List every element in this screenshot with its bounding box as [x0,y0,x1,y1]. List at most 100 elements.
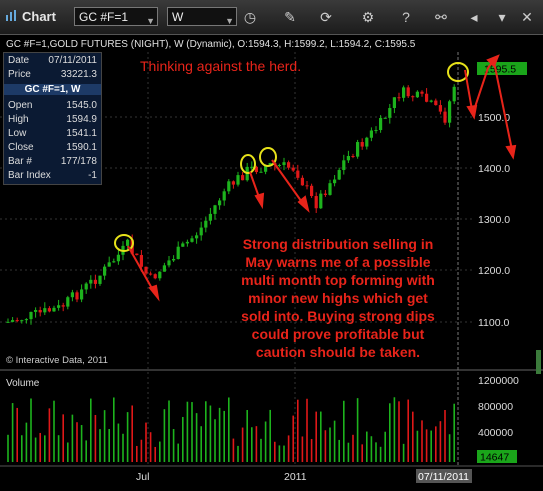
volume-bar [439,421,442,462]
arrow-head [254,192,265,210]
volume-bar [76,422,78,462]
candle-body [70,292,74,298]
volume-bar [90,398,92,462]
volume-bar [356,398,359,462]
candle-body [383,117,387,119]
volume-bar [53,400,55,462]
price-tick-label: 1500.0 [478,112,510,124]
symbol-input[interactable]: GC #F=1 ▼ [74,7,158,26]
candle-body [153,274,157,279]
candle-body [47,308,51,312]
scroll-handle[interactable] [536,350,541,374]
arrow-head [148,284,160,302]
candle-body [319,193,323,209]
candle-body [282,162,286,165]
candle-body [208,213,212,221]
candles-group [6,84,456,325]
down-arrow [271,159,305,206]
candle-body [190,238,194,242]
candle-body [388,108,392,118]
interval-value: W [172,10,184,24]
volume-bar [16,407,18,462]
volume-bar [366,431,368,462]
annotation-line: minor new highs which get [248,290,428,306]
candle-body [305,185,309,187]
candle-body [406,87,410,97]
info-value: 33221.3 [60,69,97,80]
volume-bar [117,423,120,462]
volume-bar [412,411,414,462]
candle-body [218,200,222,206]
info-value: 177/178 [60,156,97,167]
volume-bar [21,435,23,462]
clock-icon[interactable]: ◷ [243,9,257,25]
info-row: Bar # 177/178 [8,156,97,169]
volume-bar [182,416,184,462]
date-tick-label: 07/11/2011 [418,471,469,483]
candle-body [34,310,38,312]
date-axis: Jul 2011 07/11/2011 [136,469,472,483]
volume-bar [103,410,106,462]
volume-bar [228,397,230,462]
down-arrow [493,61,513,151]
close-icon[interactable]: ✕ [521,9,533,25]
info-value: -1 [88,170,97,181]
volume-bar [39,432,41,462]
price-tick-label: 1100.0 [478,317,509,329]
candle-body [84,283,88,290]
help-icon[interactable]: ? [402,9,410,25]
volume-bar [11,403,14,462]
volume-bar [435,426,437,462]
candle-body [61,305,65,307]
volume-bar [241,427,244,462]
annotation-line: could prove profitable but [252,326,425,342]
gear-icon[interactable]: ⚙ [361,9,375,25]
volume-bar [347,442,350,462]
candle-body [429,100,433,102]
candle-body [126,239,130,246]
info-row: Low 1541.1 [8,128,97,141]
volume-bar [94,414,97,462]
volume-bar [25,422,28,462]
refresh-icon[interactable]: ⟳ [320,9,332,25]
info-row: Bar Index -1 [8,170,97,183]
pencil-icon[interactable]: ✎ [284,9,296,25]
chevron-down-icon[interactable]: ▼ [146,16,155,26]
date-highlight [416,469,472,483]
volume-bar [310,439,313,462]
candle-body [158,271,162,279]
interval-select[interactable]: W ▼ [167,7,237,26]
volume-tick-label: 800000 [478,401,513,413]
volume-bar [407,399,409,462]
candle-body [291,167,295,171]
down-arrow [464,69,473,111]
info-key: Bar # [8,156,32,167]
volume-bar [30,398,32,462]
info-key: Low [8,128,27,139]
candle-body [374,130,378,132]
current-price-label: 1595.5 [484,64,516,76]
date-tick-label: 2011 [284,471,307,483]
candle-body [112,261,116,263]
candle-body [116,254,120,262]
candle-body [328,183,332,195]
volume-bar [338,439,340,462]
candle-body [231,181,235,185]
volume-bar [324,430,327,462]
volume-bar [154,446,156,462]
candle-body [204,220,208,228]
candle-body [351,155,355,157]
volume-bar [343,400,345,462]
candle-body [365,137,369,147]
link-icon[interactable]: ⚯ [435,9,447,25]
candle-body [66,297,70,307]
candle-body [227,181,231,192]
chevron-down-icon[interactable]: ▼ [225,16,234,26]
candle-body [250,166,254,168]
minimize-icon[interactable]: ▾ [498,9,506,25]
volume-bar [287,435,290,462]
collapse-icon[interactable]: ◂ [470,9,478,25]
candle-body [103,266,107,276]
candle-body [176,246,180,260]
price-chart[interactable]: GC #F=1,GOLD FUTURES (NIGHT), W (Dynamic… [0,34,543,491]
